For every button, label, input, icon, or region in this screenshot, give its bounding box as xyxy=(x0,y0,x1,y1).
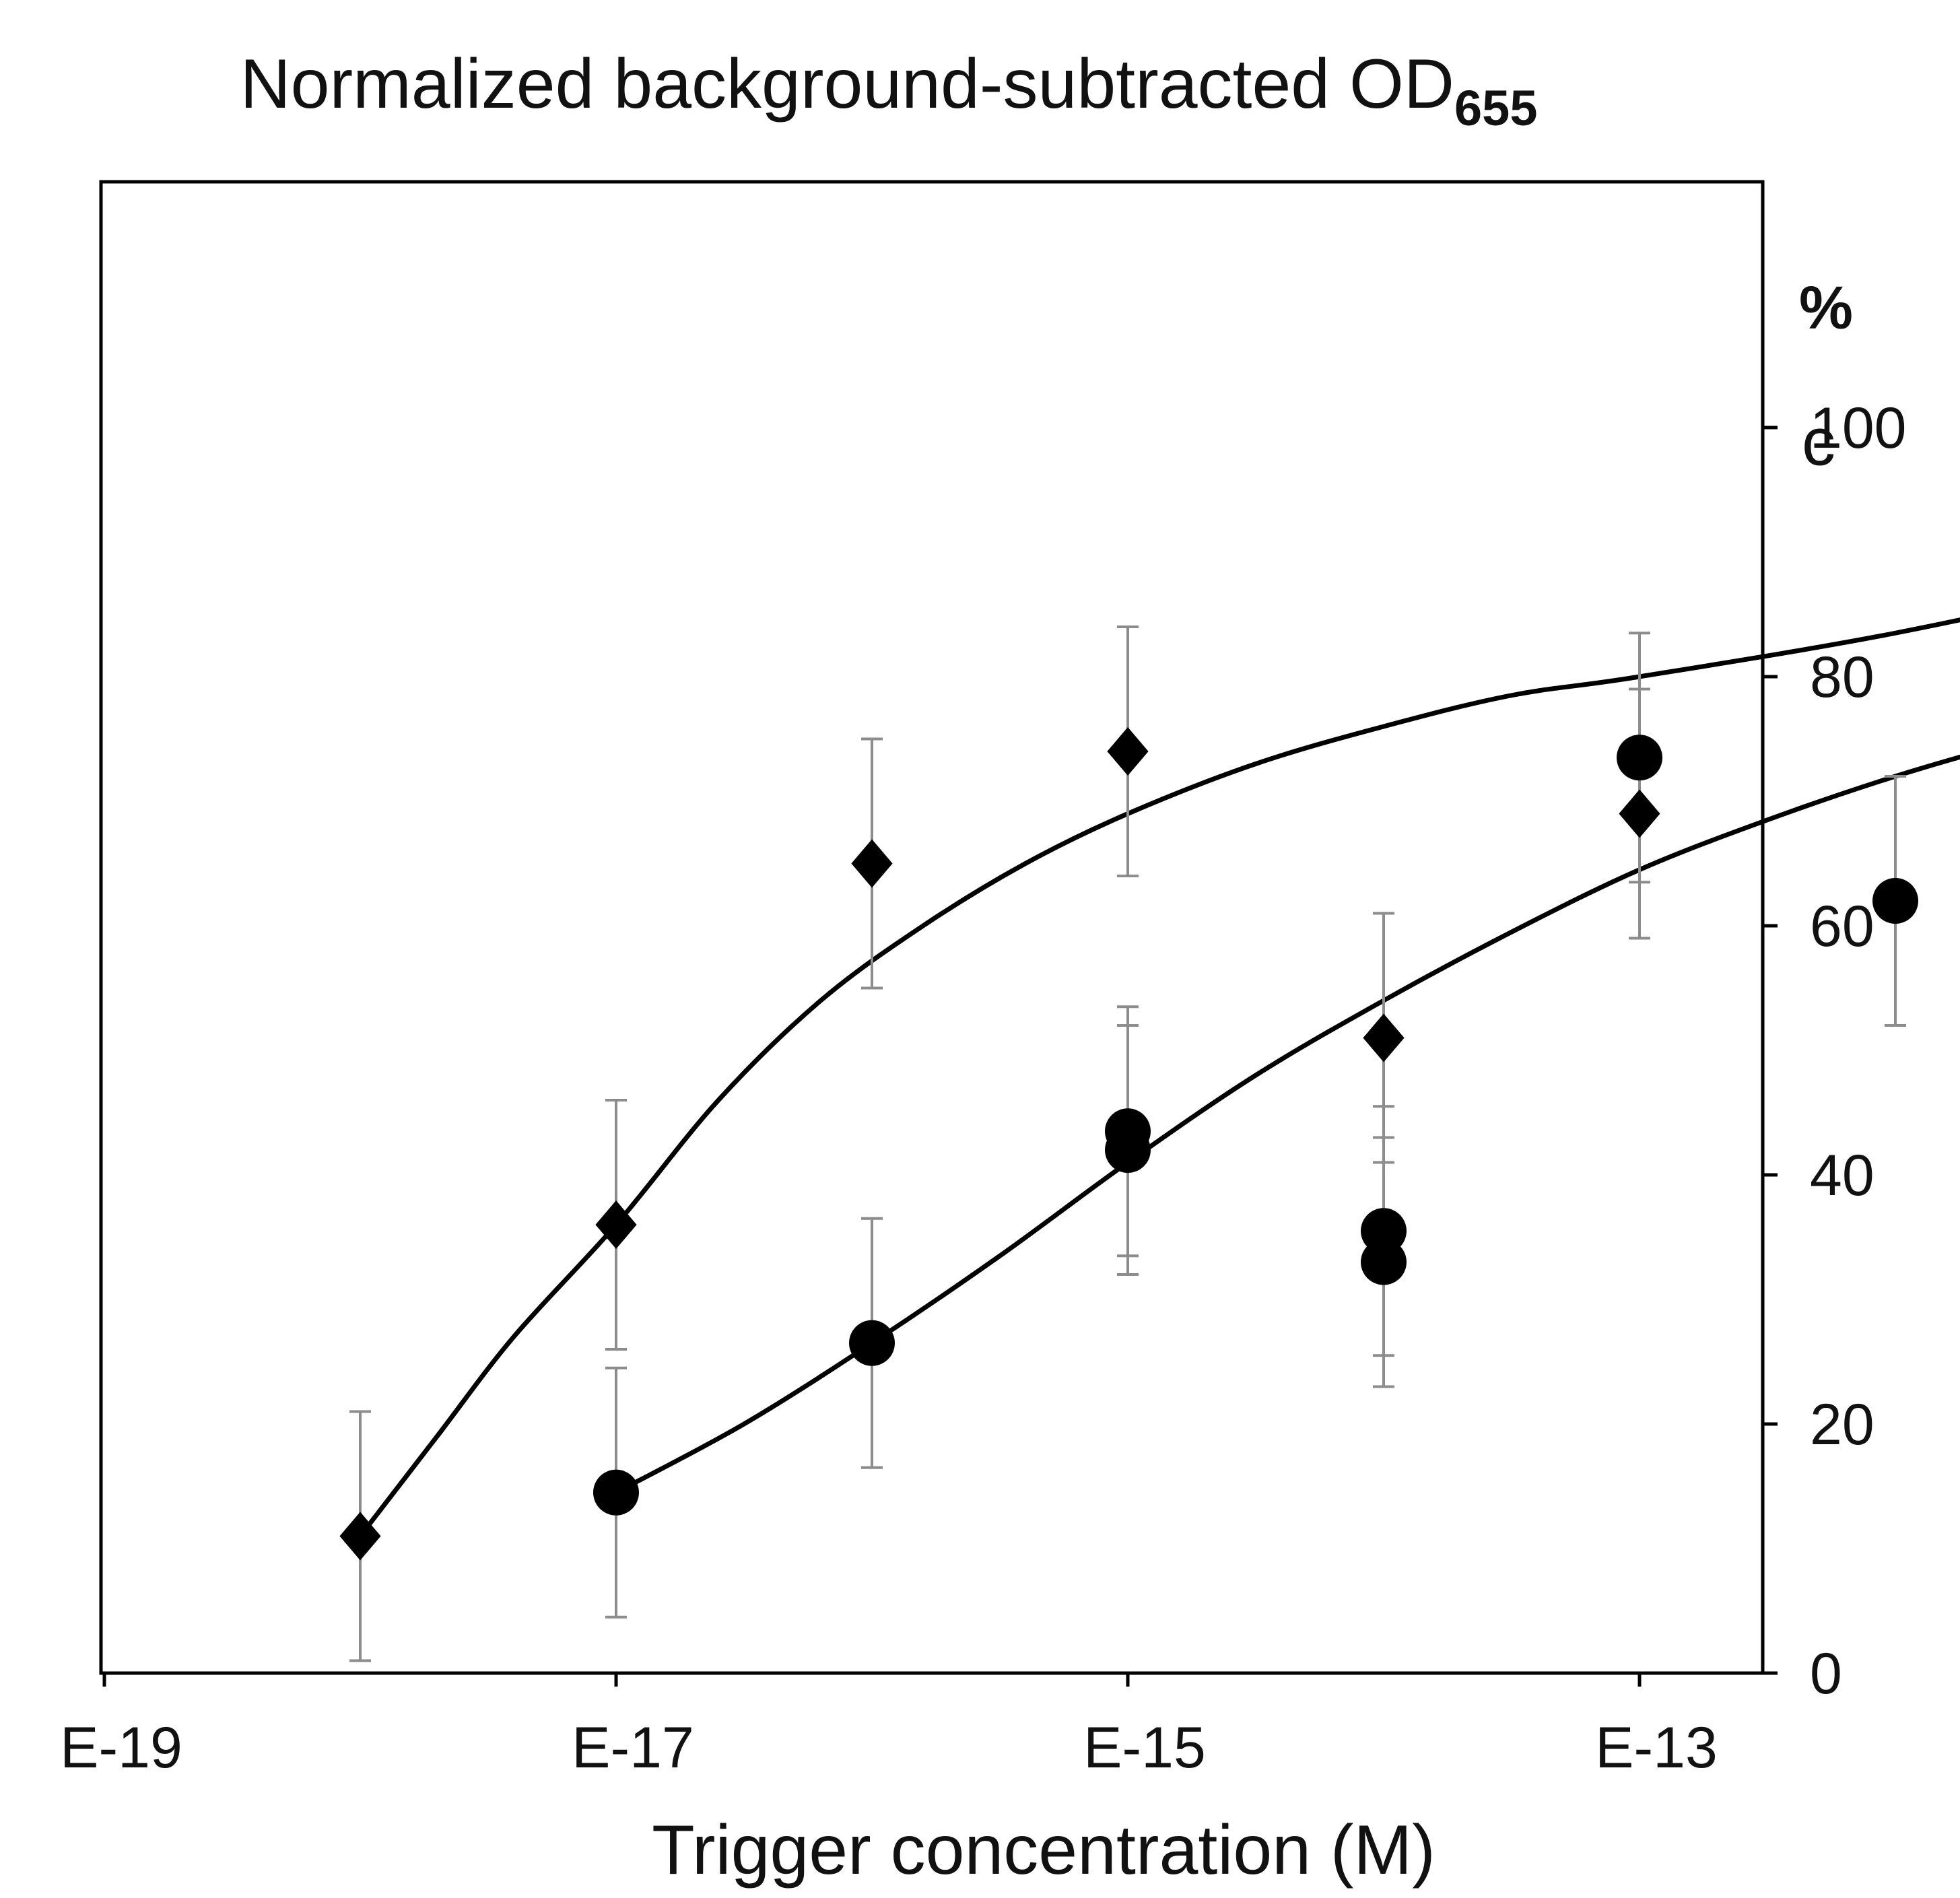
x-tick-label: E-13 xyxy=(1595,1716,1718,1780)
point-b xyxy=(593,1469,639,1516)
chart-title: Normalized background-subtracted OD655 xyxy=(240,45,1538,136)
curve-c xyxy=(358,617,1960,1538)
plot-border xyxy=(99,180,1765,1675)
point-c xyxy=(1363,1013,1405,1062)
error-bars xyxy=(349,625,1906,1662)
curve-b xyxy=(613,754,1960,1495)
data-markers xyxy=(339,727,1918,1561)
x-tick-label: E-15 xyxy=(1083,1716,1206,1780)
point-c xyxy=(1619,789,1660,838)
curve-label-c: c xyxy=(1802,405,1835,480)
point-b xyxy=(1361,1239,1407,1285)
y-tick-label: 60 xyxy=(1810,894,1874,959)
y-tick-label: 0 xyxy=(1810,1641,1842,1706)
point-c xyxy=(1107,727,1149,776)
y-axis: 0 20 40 60 80 100 xyxy=(1763,396,1907,1706)
y-axis-label: % xyxy=(1799,275,1853,342)
plot-frame xyxy=(99,180,1765,1675)
x-tick-label: E-19 xyxy=(60,1716,182,1780)
point-c xyxy=(851,839,893,888)
point-c xyxy=(595,1200,637,1249)
point-b xyxy=(1617,735,1662,781)
point-b xyxy=(849,1320,895,1366)
x-tick-label: E-17 xyxy=(572,1716,694,1780)
y-tick-label: 80 xyxy=(1810,645,1874,710)
y-tick-label: 40 xyxy=(1810,1143,1874,1208)
point-b xyxy=(1105,1127,1151,1173)
x-axis-label: Trigger concentration (M) xyxy=(652,1811,1435,1889)
point-b xyxy=(1872,878,1918,924)
y-tick-label: 20 xyxy=(1810,1392,1874,1457)
x-axis: E-19E-17E-15E-13E-11E-09E-07 xyxy=(60,1673,1718,1780)
fit-curves xyxy=(358,617,1960,1538)
point-c xyxy=(339,1512,381,1561)
curve-labels: cba xyxy=(1802,405,1835,480)
y-tick-label: 100 xyxy=(1810,396,1907,461)
